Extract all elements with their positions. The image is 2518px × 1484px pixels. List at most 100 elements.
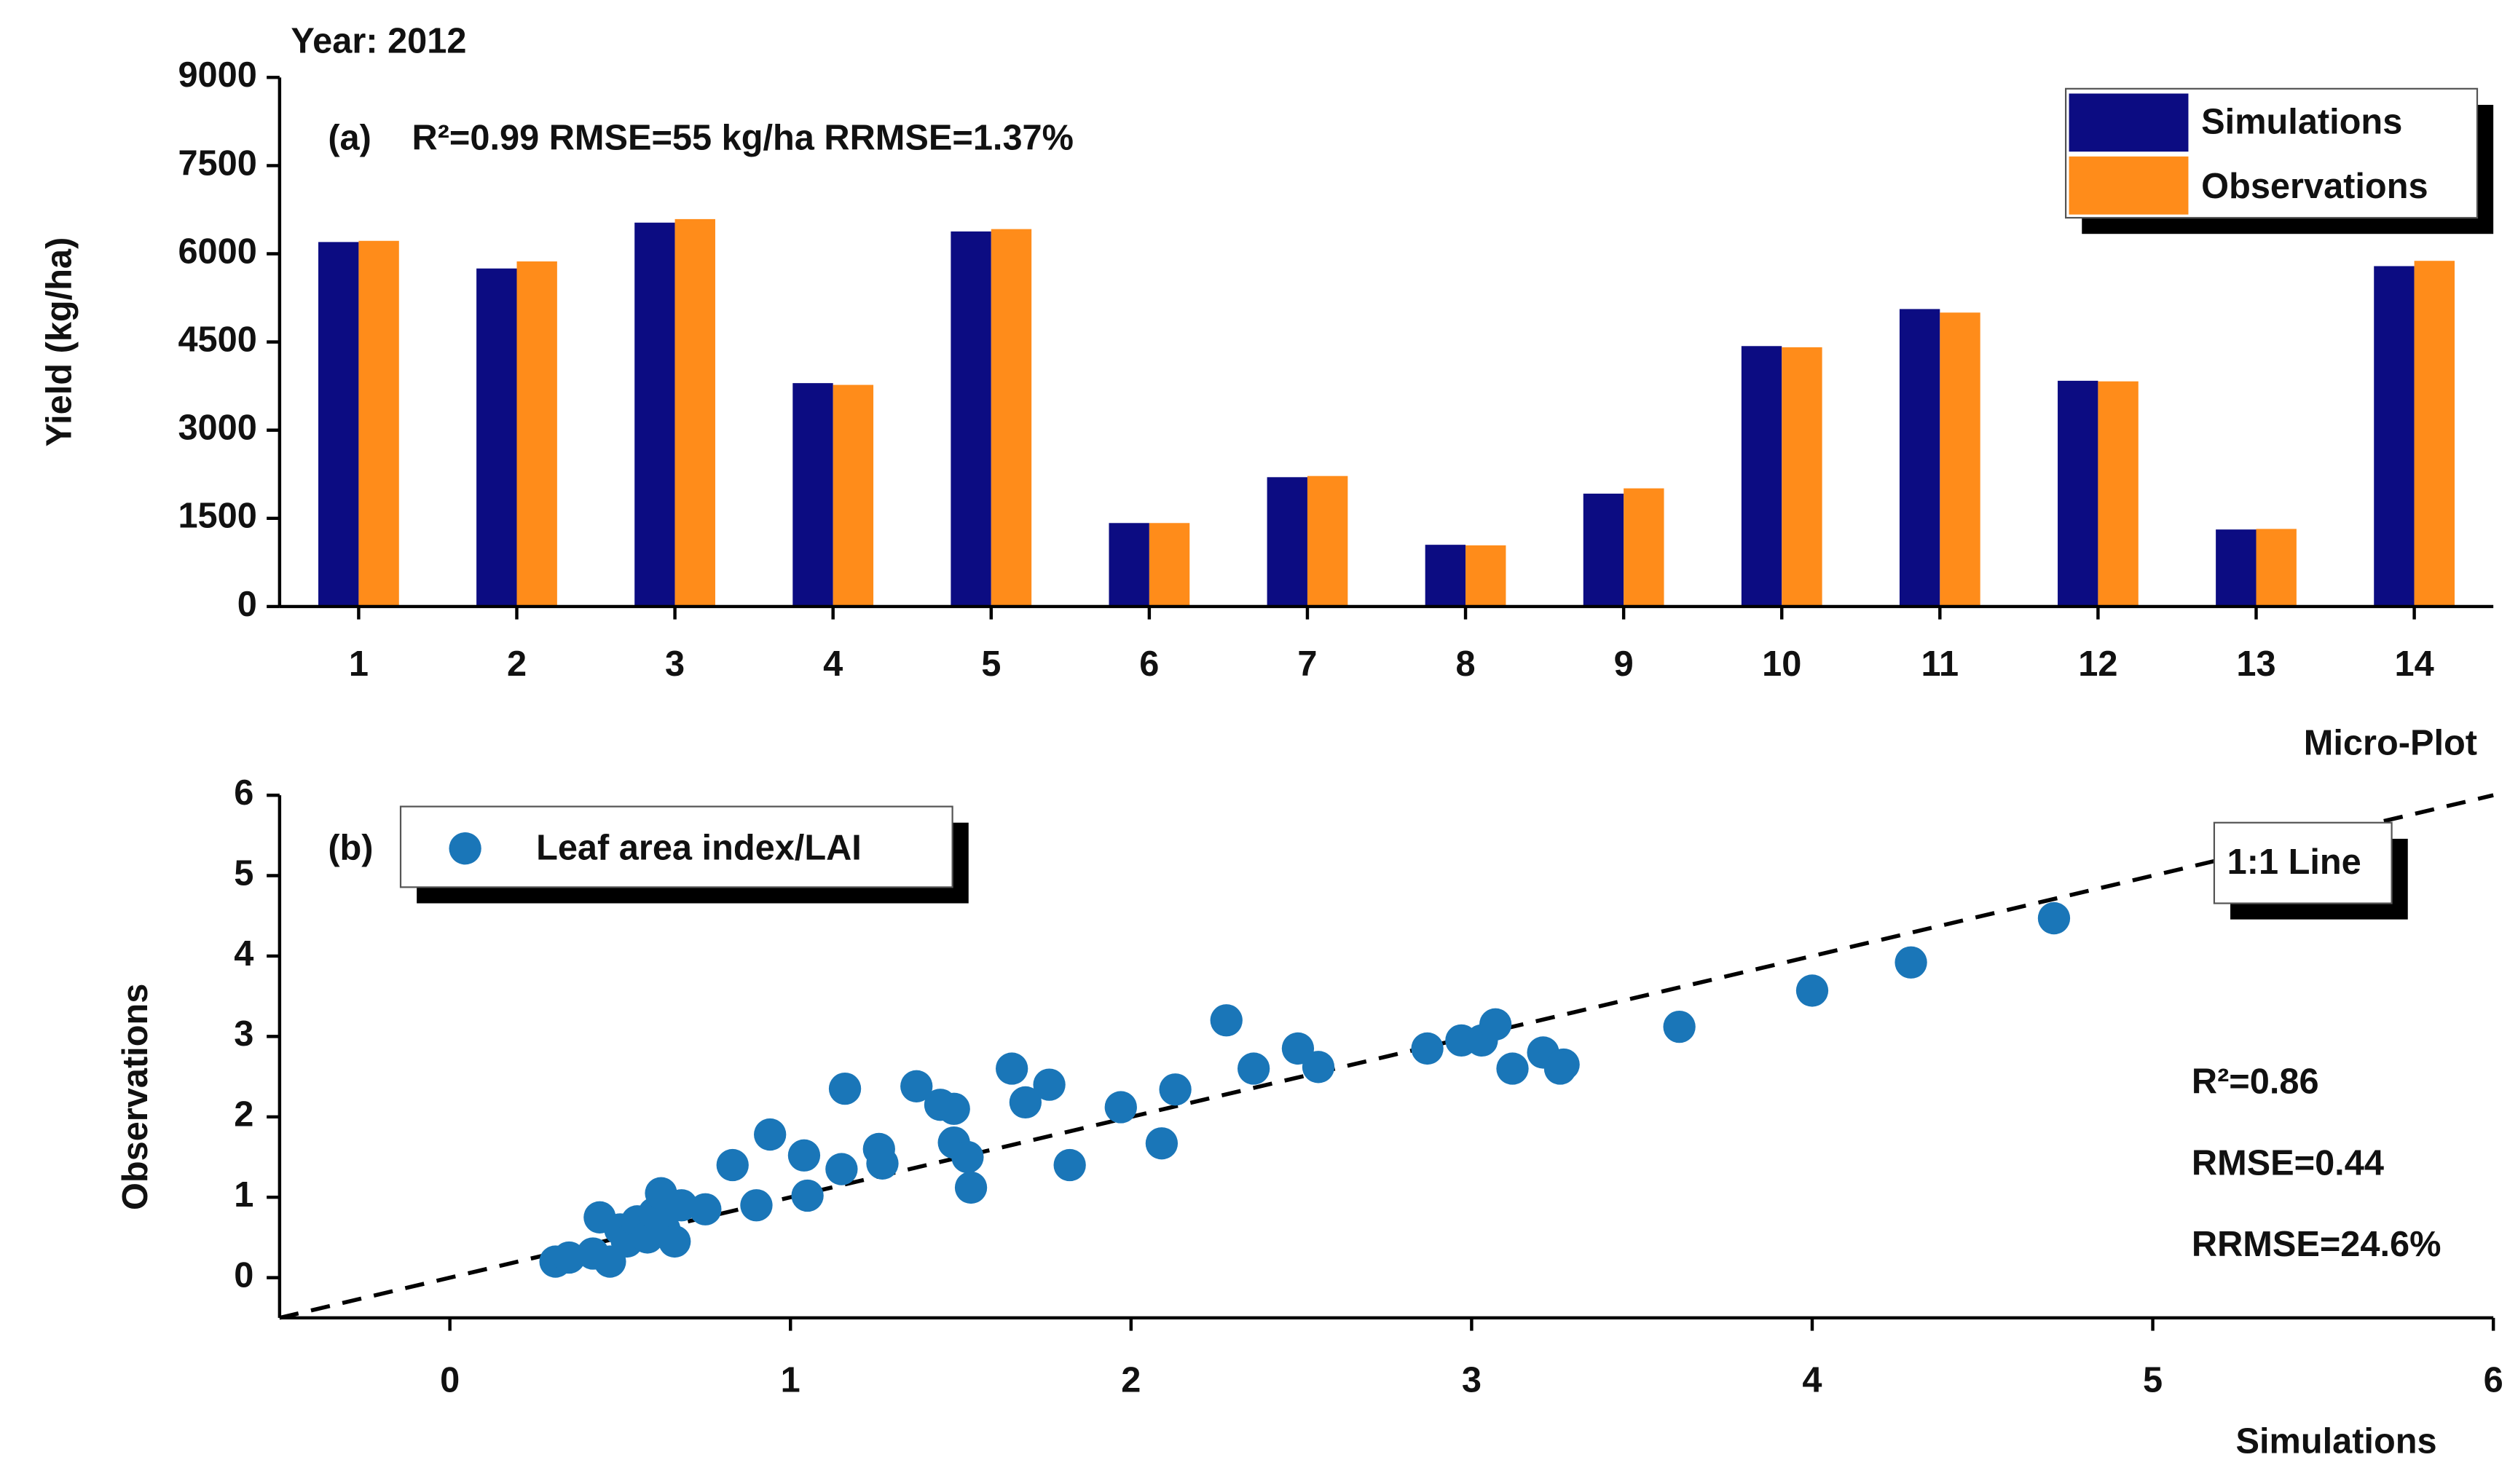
bar <box>1782 347 1822 607</box>
point <box>553 1241 586 1274</box>
bar <box>634 222 675 607</box>
panel-label: (a) <box>328 119 371 158</box>
y-tick-label: 4500 <box>178 320 256 360</box>
legend-label: Simulations <box>2201 102 2402 141</box>
y-tick-label: 6 <box>234 773 253 813</box>
point <box>1104 1091 1137 1124</box>
legend <box>399 805 953 888</box>
point <box>866 1147 899 1180</box>
point <box>1009 1086 1042 1119</box>
x-tick-label: 5 <box>981 644 1001 684</box>
bar <box>1940 312 1980 607</box>
point <box>1547 1048 1580 1081</box>
y-tick-label: 9000 <box>178 55 256 95</box>
x-tick-label: 13 <box>2236 644 2275 684</box>
point <box>754 1118 787 1151</box>
x-tick-label: 9 <box>1614 644 1634 684</box>
bar <box>516 261 557 607</box>
point <box>2037 901 2071 935</box>
point <box>665 1189 698 1222</box>
x-axis-label: Micro-Plot <box>2304 723 2477 762</box>
y-tick-label: 0 <box>234 1255 253 1295</box>
point <box>996 1052 1028 1085</box>
stat: RMSE=0.44 <box>2192 1143 2384 1183</box>
point <box>1479 1008 1512 1041</box>
point <box>791 1179 824 1212</box>
y-tick-label: 6000 <box>178 232 256 271</box>
point <box>1145 1127 1179 1160</box>
point <box>1053 1148 1086 1182</box>
point <box>1210 1004 1243 1037</box>
y-tick-label: 1 <box>234 1175 253 1215</box>
point <box>740 1189 773 1222</box>
bar <box>1149 523 1190 607</box>
bar <box>792 383 833 607</box>
x-tick-label: 5 <box>2143 1360 2163 1400</box>
x-tick-label: 3 <box>1462 1360 1482 1400</box>
x-axis-label: Simulations <box>2235 1421 2436 1461</box>
bar <box>2374 266 2415 607</box>
point <box>658 1225 691 1258</box>
y-tick-label: 4 <box>234 934 253 974</box>
y-tick-label: 3000 <box>178 409 256 448</box>
x-tick-label: 14 <box>2394 644 2434 684</box>
point <box>1895 946 1927 979</box>
x-tick-label: 1 <box>781 1360 800 1400</box>
y-axis-label: Yield (kg/ha) <box>40 237 79 447</box>
x-tick-label: 4 <box>823 644 843 684</box>
point <box>1281 1032 1315 1065</box>
panel-label: (b) <box>328 828 373 867</box>
point <box>954 1171 988 1204</box>
y-tick-label: 0 <box>237 585 257 624</box>
bar <box>674 218 715 607</box>
point <box>828 1072 862 1105</box>
point <box>787 1139 821 1172</box>
bar <box>1465 545 1506 607</box>
bar <box>833 384 874 607</box>
bar <box>1624 488 1664 607</box>
bar <box>1267 477 1307 607</box>
bar <box>1109 523 1149 607</box>
legend-swatch <box>2069 93 2189 152</box>
point <box>825 1153 858 1185</box>
bar <box>358 240 399 607</box>
bar <box>1741 346 1782 607</box>
bar <box>476 268 517 607</box>
y-tick-label: 7500 <box>178 143 256 183</box>
point <box>1663 1010 1696 1043</box>
x-tick-label: 2 <box>1121 1360 1141 1400</box>
stat: R²=0.86 <box>2192 1062 2319 1102</box>
point <box>951 1140 984 1174</box>
reference-line <box>279 793 2494 1320</box>
point <box>1795 974 1829 1007</box>
point <box>1159 1073 1192 1106</box>
x-tick-label: 12 <box>2078 644 2117 684</box>
stat: RRMSE=24.6% <box>2192 1225 2442 1264</box>
x-tick-label: 8 <box>1455 644 1475 684</box>
point <box>900 1070 933 1102</box>
x-tick-label: 10 <box>1762 644 1801 684</box>
annotation: R²=0.99 RMSE=55 kg/ha RRMSE=1.37% <box>412 119 1074 158</box>
bar <box>2058 380 2098 607</box>
x-tick-label: 2 <box>507 644 527 684</box>
bar <box>1583 493 1624 607</box>
point <box>716 1148 749 1182</box>
point <box>1302 1051 1335 1084</box>
bar <box>1307 475 1348 607</box>
y-axis-label: Observations <box>116 984 155 1210</box>
bar <box>318 242 359 607</box>
x-tick-label: 6 <box>2484 1360 2503 1400</box>
point <box>1496 1052 1529 1085</box>
point <box>689 1193 722 1226</box>
y-tick-label: 1500 <box>178 497 256 536</box>
bar <box>951 231 991 607</box>
bar <box>2256 529 2297 607</box>
ref-label: 1:1 Line <box>2227 842 2361 882</box>
legend-label: Observations <box>2201 167 2428 206</box>
point <box>1237 1052 1270 1085</box>
y-tick-label: 2 <box>234 1095 253 1134</box>
chart-title: Year: 2012 <box>291 22 466 61</box>
bar <box>991 229 1032 607</box>
y-tick-label: 3 <box>234 1014 253 1054</box>
